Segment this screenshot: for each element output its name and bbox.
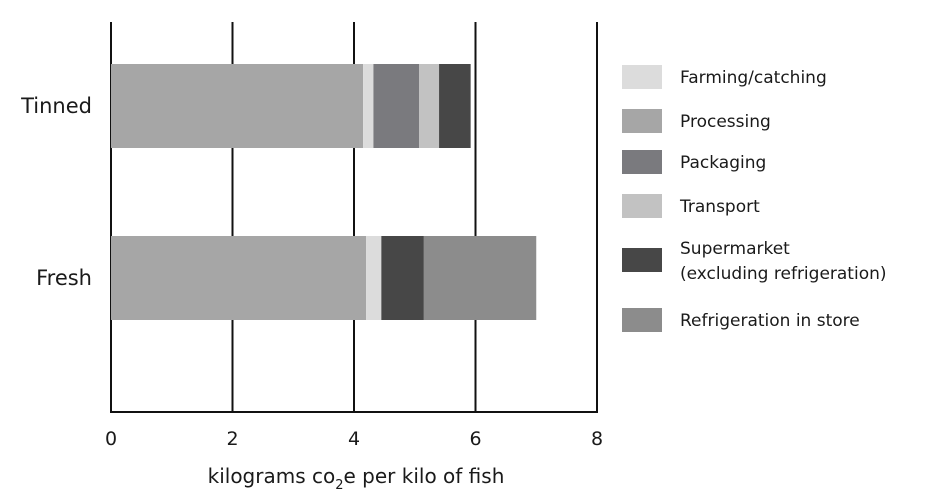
legend-refrigeration-in-store-swatch xyxy=(622,308,662,332)
legend-refrigeration-in-store-label: Refrigeration in store xyxy=(680,311,860,331)
bar-tinned-transport xyxy=(419,64,440,148)
bar-fresh-refrigeration-in-store xyxy=(423,236,537,320)
bar-fresh-farming-catching xyxy=(366,236,382,320)
legend-supermarket-excluding-refrigeration-label: Supermarket (excluding refrigeration) xyxy=(680,239,887,284)
bar-fresh-supermarket-excluding-refrigeration xyxy=(381,236,424,320)
bar-tinned-supermarket-excluding-refrigeration xyxy=(439,64,471,148)
x-tick-label-4: 4 xyxy=(348,428,360,450)
x-axis-title: kilograms co2e per kilo of fish xyxy=(208,464,505,493)
label-layer: 0 2 4 6 8 Tinned Fresh kilograms co2e per kilo … xyxy=(20,94,603,493)
x-tick-label-0: 0 xyxy=(105,428,117,450)
legend-processing-label: Processing xyxy=(680,112,771,132)
legend-processing-swatch xyxy=(622,109,662,133)
legend: Farming/catching Processing Packaging Trans… xyxy=(622,65,887,332)
legend-farming-catching-swatch xyxy=(622,65,662,89)
legend-farming-catching-label: Farming/catching xyxy=(680,68,827,88)
x-tick-label-2: 2 xyxy=(226,428,238,450)
bar-tinned-processing xyxy=(111,64,364,148)
x-tick-label-8: 8 xyxy=(591,428,603,450)
category-label-fresh: Fresh xyxy=(36,266,92,290)
legend-packaging-label: Packaging xyxy=(680,153,766,173)
legend-transport-label: Transport xyxy=(679,197,760,217)
bar-tinned-farming-catching xyxy=(363,64,374,148)
legend-packaging-swatch xyxy=(622,150,662,174)
legend-supermarket-excluding-refrigeration-swatch xyxy=(622,248,662,272)
category-label-tinned: Tinned xyxy=(20,94,92,118)
bar-tinned-packaging xyxy=(373,64,420,148)
x-tick-label-6: 6 xyxy=(469,428,481,450)
bar-fresh-processing xyxy=(111,236,367,320)
bar-layer xyxy=(111,64,537,320)
legend-transport-swatch xyxy=(622,194,662,218)
